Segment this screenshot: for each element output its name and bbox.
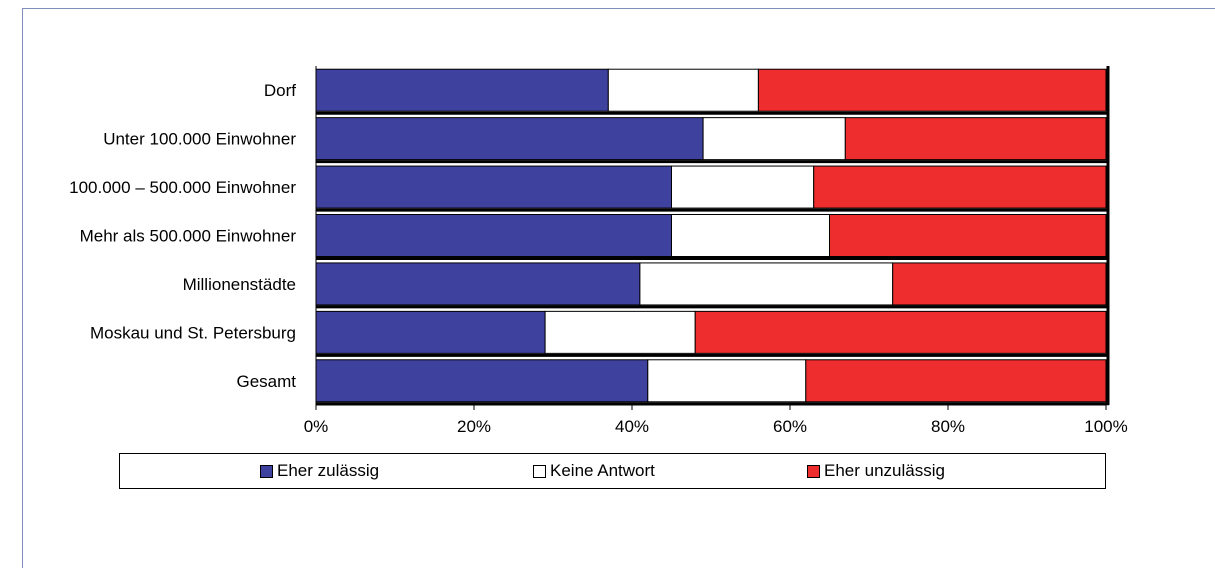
- bar-segment: [315, 68, 609, 112]
- category-label: Unter 100.000 Einwohner: [103, 130, 296, 149]
- x-tick-label: 60%: [773, 417, 807, 436]
- bar-segment: [647, 359, 807, 403]
- legend-swatch: [533, 464, 546, 478]
- category-label: Mehr als 500.000 Einwohner: [80, 227, 297, 246]
- bar-segment: [829, 214, 1107, 257]
- bar-segment: [671, 165, 815, 209]
- legend-item-keine-antwort: Keine Antwort: [533, 461, 655, 481]
- legend-item-eher-zulaessig: Eher zulässig: [260, 461, 379, 481]
- category-label: 100.000 – 500.000 Einwohner: [69, 178, 296, 197]
- bar-segment: [639, 262, 894, 306]
- legend-label: Eher unzulässig: [824, 461, 945, 480]
- category-label: Moskau und St. Petersburg: [90, 323, 296, 342]
- bar-segment: [315, 214, 672, 257]
- bar-segment: [315, 117, 704, 161]
- bar-segment: [607, 68, 759, 112]
- x-tick-label: 0%: [304, 417, 329, 436]
- bar-segment: [315, 359, 649, 403]
- bar-segment: [757, 68, 1107, 112]
- bar-segment: [844, 117, 1107, 161]
- bar-segment: [544, 310, 696, 354]
- bar-segment: [694, 310, 1107, 354]
- category-label: Dorf: [264, 81, 296, 100]
- legend-swatch: [260, 464, 273, 478]
- bar-segment: [892, 262, 1107, 306]
- bar-segment: [805, 359, 1107, 403]
- bar-segment: [315, 310, 546, 354]
- x-tick-label: 40%: [615, 417, 649, 436]
- bar-segment: [671, 214, 830, 257]
- bar-segment: [702, 117, 846, 161]
- category-label: Millionenstädte: [183, 275, 296, 294]
- chart-frame: [22, 8, 1215, 568]
- bar-segment: [315, 165, 672, 209]
- legend-swatch: [807, 464, 820, 478]
- legend-label: Keine Antwort: [550, 461, 655, 480]
- bar-segment: [813, 165, 1107, 209]
- legend-item-eher-unzulaessig: Eher unzulässig: [807, 461, 945, 481]
- chart-legend: Eher zulässig Keine Antwort Eher unzuläs…: [119, 453, 1106, 489]
- x-tick-label: 100%: [1084, 417, 1127, 436]
- x-tick-label: 20%: [457, 417, 491, 436]
- x-tick-label: 80%: [931, 417, 965, 436]
- category-label: Gesamt: [236, 372, 296, 391]
- bar-segment: [315, 262, 641, 306]
- chart-plot: Dorf Unter 100.000 Einwohner 100.000 – 500…: [69, 66, 1128, 436]
- legend-label: Eher zulässig: [277, 461, 380, 480]
